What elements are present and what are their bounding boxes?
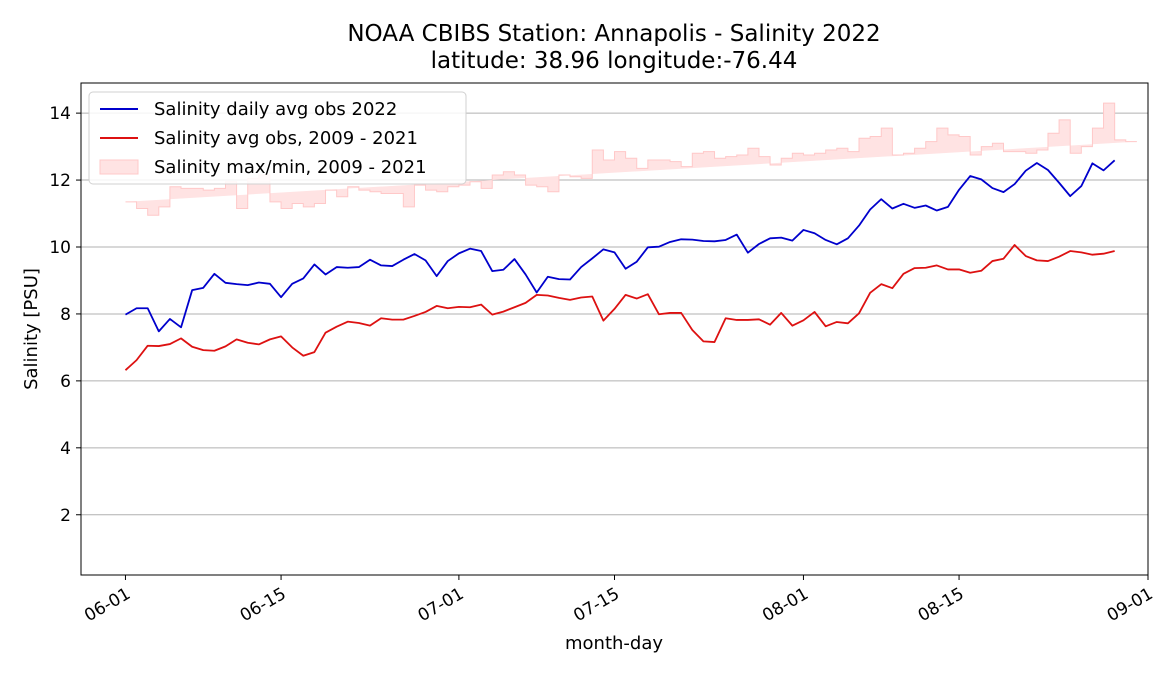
y-axis: 2 4 6 8 10 12 14 bbox=[49, 104, 81, 526]
x-tick-label: 06-01 bbox=[81, 584, 134, 626]
legend-box bbox=[88, 91, 467, 185]
series-line-obs-2022 bbox=[125, 159, 1116, 333]
y-tick-label: 6 bbox=[60, 372, 71, 392]
y-tick-label: 4 bbox=[60, 439, 71, 459]
line-layer bbox=[124, 159, 1116, 371]
y-tick-label: 14 bbox=[49, 104, 71, 124]
legend-label-max-min: Salinity max/min, 2009 - 2021 bbox=[154, 157, 427, 178]
x-tick-label: 07-15 bbox=[570, 584, 623, 626]
x-tick-label: 08-01 bbox=[759, 584, 812, 626]
band-layer bbox=[125, 102, 1137, 216]
series-max-min-band bbox=[125, 102, 1137, 216]
y-axis-label: Salinity [PSU] bbox=[21, 268, 42, 390]
y-tick-label: 10 bbox=[49, 238, 71, 258]
legend-label-obs-2022: Salinity daily avg obs 2022 bbox=[154, 99, 397, 120]
x-axis: 06-01 06-15 07-01 07-15 08-01 08-15 09-01 bbox=[81, 575, 1157, 626]
series-line-avg-obs bbox=[124, 244, 1115, 371]
legend: Salinity daily avg obs 2022 Salinity avg… bbox=[88, 91, 467, 185]
x-axis-label: month-day bbox=[565, 633, 663, 654]
chart-subtitle: latitude: 38.96 longitude:-76.44 bbox=[431, 48, 798, 74]
y-tick-label: 8 bbox=[60, 305, 71, 325]
legend-label-avg-obs: Salinity avg obs, 2009 - 2021 bbox=[154, 128, 418, 149]
x-tick-label: 07-01 bbox=[415, 584, 468, 626]
x-tick-label: 09-01 bbox=[1104, 584, 1157, 626]
x-tick-label: 06-15 bbox=[237, 584, 290, 626]
x-tick-label: 08-15 bbox=[915, 584, 968, 626]
y-tick-label: 2 bbox=[60, 506, 71, 526]
legend-swatch-max-min bbox=[99, 159, 139, 175]
chart-title: NOAA CBIBS Station: Annapolis - Salinity… bbox=[347, 21, 880, 47]
y-tick-label: 12 bbox=[49, 171, 71, 191]
